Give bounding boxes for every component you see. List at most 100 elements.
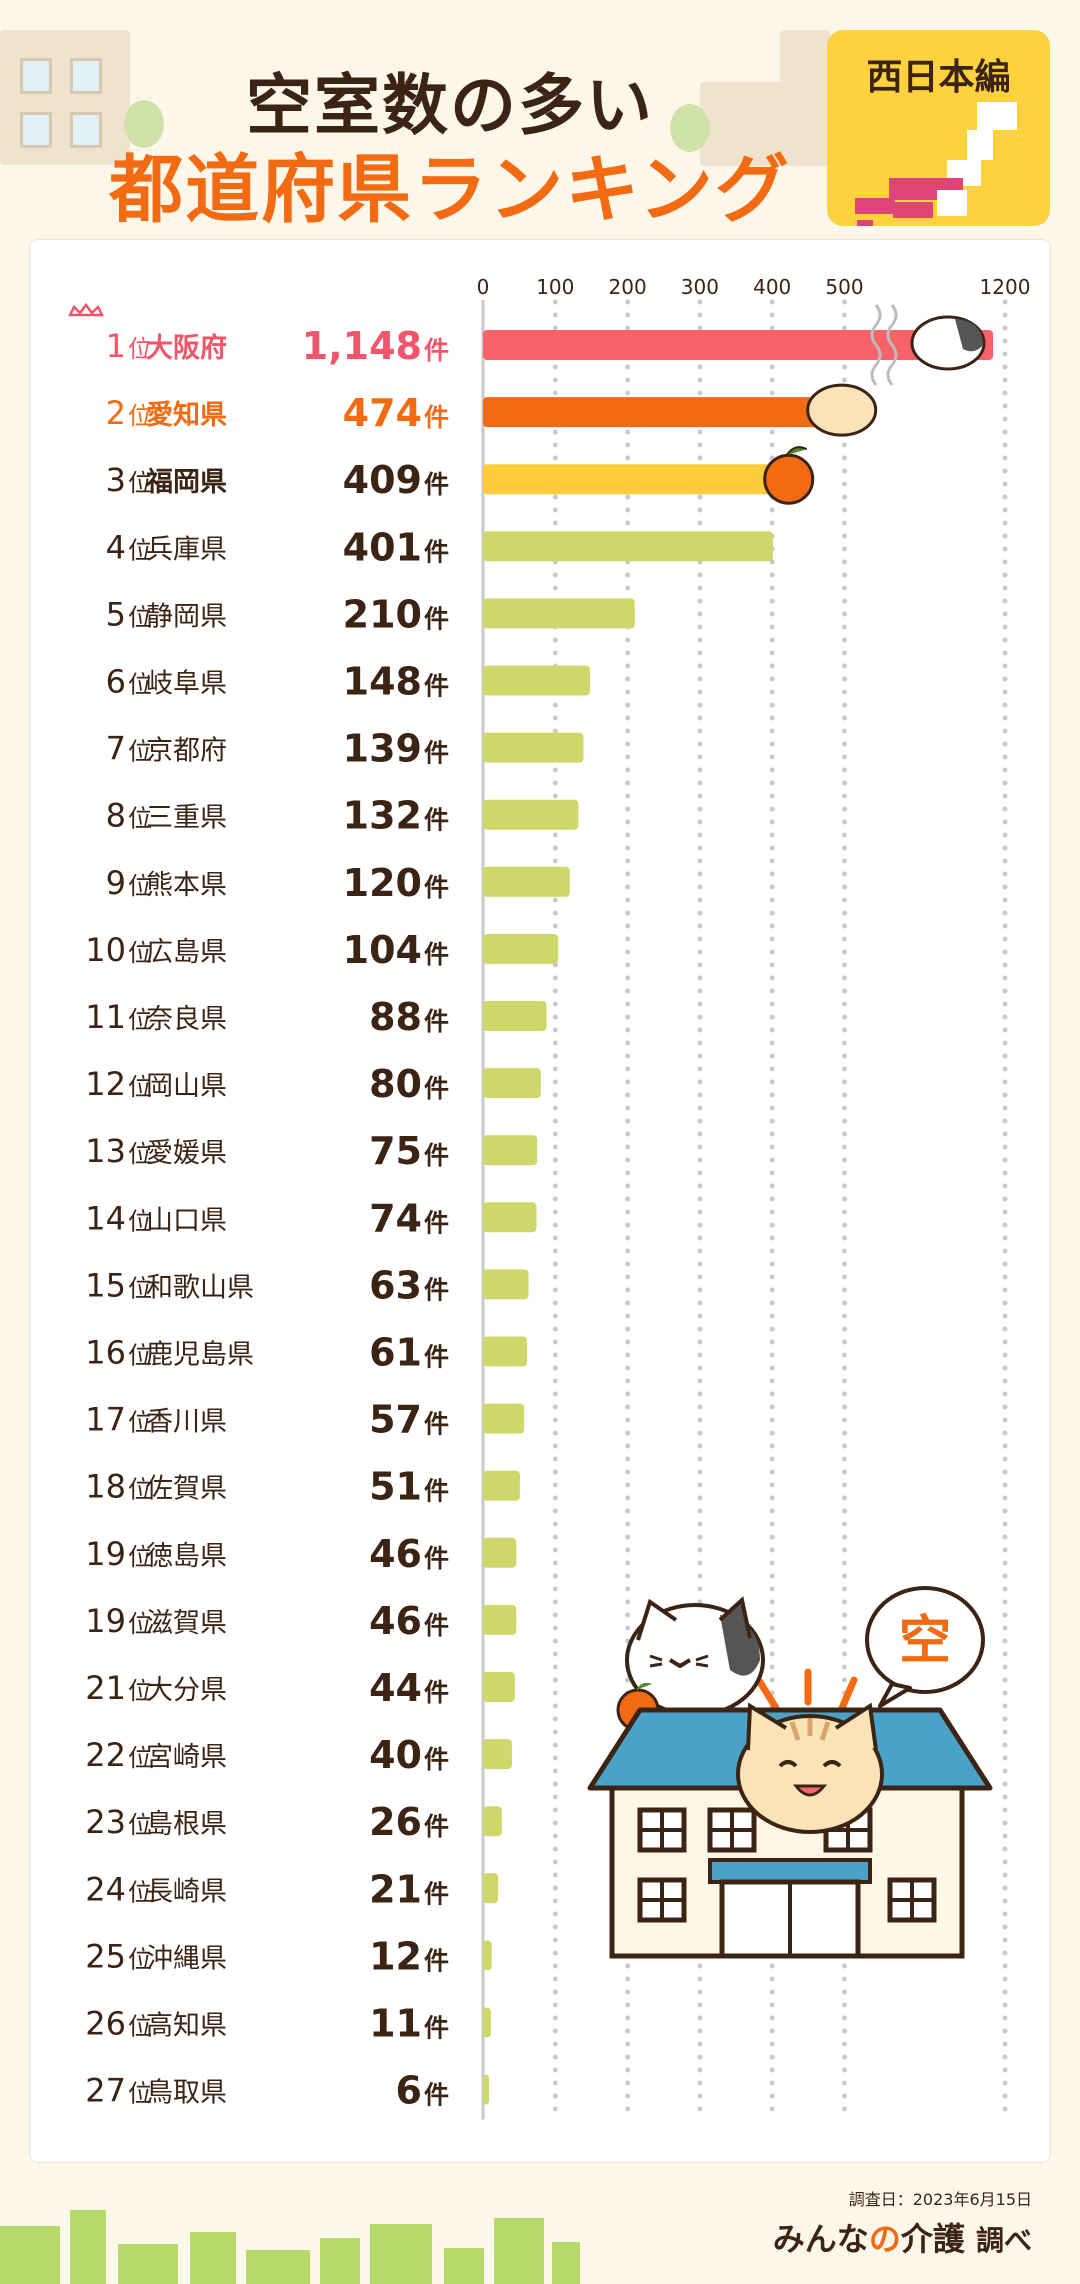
rank-number: 15 [85,1266,126,1304]
bar [483,1873,499,1904]
axis-tick-label: 100 [536,275,574,299]
rank-number: 18 [85,1468,126,1506]
background-window [70,112,102,148]
cat-tabby-icon [736,1702,884,1834]
axis-tick-label: 300 [681,275,719,299]
speech-bubble [865,1586,985,1694]
rank-number: 21 [85,1669,126,1707]
value-label: 46 [369,1532,422,1576]
value-label: 51 [369,1465,422,1509]
background-window [20,112,52,148]
value-label: 12 [369,1934,422,1978]
value-label: 474 [343,391,422,435]
rank-number: 17 [85,1401,126,1439]
bar [483,1537,517,1568]
value-label: 210 [343,592,422,636]
bar [483,2007,491,2038]
value-unit: 件 [424,1946,449,1975]
rank-suffix: 位 [128,536,152,564]
rank-number: 10 [85,931,126,969]
bar [483,866,570,897]
value-label: 40 [369,1733,422,1777]
prefecture-name: 鹿児島県 [146,1340,254,1371]
value-unit: 件 [424,1343,449,1372]
value-label: 46 [369,1599,422,1643]
bar [483,1403,525,1434]
prefecture-name: 香川県 [146,1407,227,1438]
value-label: 57 [369,1398,422,1442]
rank-number: 9 [106,864,126,902]
value-unit: 件 [424,537,449,566]
value-label: 409 [343,458,422,502]
background-tree [124,100,164,148]
rank-suffix: 位 [128,1006,152,1034]
prefecture-name: 宮崎県 [146,1742,227,1773]
rank-number: 23 [85,1803,126,1841]
value-label: 26 [369,1800,422,1844]
value-label: 44 [369,1666,422,1710]
region-badge: 西日本編 [827,30,1050,226]
value-unit: 件 [424,1410,449,1439]
axis-tick-label: 400 [753,275,791,299]
rank-suffix: 位 [128,738,152,766]
axis-tick-label: 500 [825,275,863,299]
rank-suffix: 位 [128,1610,152,1638]
region-badge-label: 西日本編 [866,57,1011,98]
value-unit: 件 [424,1745,449,1774]
bar [483,2074,489,2105]
bar [483,1672,515,1702]
rank-number: 1 [106,327,126,365]
bar [483,1202,537,1233]
value-unit: 件 [424,1678,449,1707]
value-unit: 件 [424,1477,449,1506]
axis-tick-label: 200 [609,275,647,299]
prefecture-name: 大阪府 [146,332,227,364]
prefecture-name: 三重県 [146,803,227,834]
prefecture-name: 岡山県 [146,1071,227,1102]
value-unit: 件 [424,336,449,365]
prefecture-name: 岐阜県 [146,669,227,700]
rank-suffix: 位 [128,2080,152,2108]
value-unit: 件 [424,470,449,499]
value-label: 75 [369,1129,422,1173]
bar [483,732,584,763]
value-unit: 件 [424,806,449,835]
bar [483,933,559,964]
value-label: 104 [343,928,422,972]
background-tree [670,104,710,152]
rank-number: 12 [85,1065,126,1103]
house-cats-illustration: 空 [587,1586,993,1959]
rank-suffix: 位 [128,1409,152,1437]
value-unit: 件 [424,739,449,768]
value-label: 63 [369,1263,422,1307]
crown-icon [67,302,105,317]
bar [483,330,994,360]
page-title-line1: 空室数の多い [246,67,654,144]
bar [483,1135,538,1166]
rank-suffix: 位 [128,469,152,497]
value-label: 21 [369,1867,422,1911]
rank-suffix: 位 [128,335,152,363]
value-label: 401 [343,525,422,569]
bar [483,1068,541,1099]
value-label: 139 [343,727,422,771]
prefecture-name: 広島県 [146,937,227,968]
prefecture-name: 島根県 [146,1809,227,1840]
rank-suffix: 位 [128,1811,152,1839]
value-unit: 件 [424,2014,449,2043]
prefecture-name: 沖縄県 [146,1943,227,1974]
bar [483,1470,520,1501]
rank-suffix: 位 [128,1744,152,1772]
rank-number: 4 [106,528,126,566]
value-label: 132 [343,794,422,838]
rank-number: 6 [106,663,126,701]
prefecture-name: 和歌山県 [146,1272,254,1303]
prefecture-name: 愛知県 [146,400,227,431]
calico-patch [955,319,983,352]
rank-number: 8 [106,797,126,835]
rank-suffix: 位 [128,402,152,430]
bar [483,1739,512,1770]
prefecture-name: 大分県 [146,1675,227,1706]
background-window [20,58,52,94]
rank-suffix: 位 [128,1476,152,1504]
